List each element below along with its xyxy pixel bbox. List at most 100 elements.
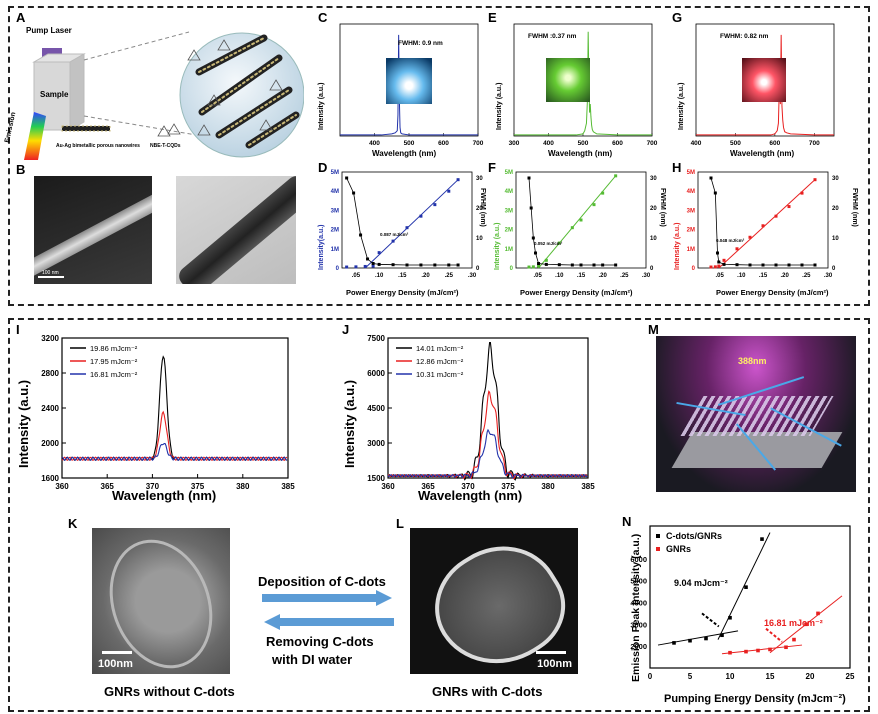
x-tick-label: 365 [101,482,115,491]
scalebar-b: 100 nm [42,270,59,276]
panel-a-schematic [24,31,304,160]
panel-letter-f: F [488,160,496,175]
intensity-point [544,258,548,262]
fwhm-line [346,177,459,266]
panel-letter-j: J [342,322,350,337]
x-tick-label: .10 [555,273,564,279]
panel-letter-l: L [396,516,404,531]
removing-label-2: with DI water [272,652,353,667]
fwhm-e-label: FWHM :0.37 nm [528,33,577,40]
x-tick-label: 370 [461,482,475,491]
x-tick-label: .10 [375,273,384,279]
n-annotation-1: 9.04 mJcm⁻² [674,578,728,588]
y-tick-label: 0 [692,266,696,272]
d-threshold: 0.087 mJ/cm² [380,232,409,237]
x-tick-label: 5 [688,672,693,681]
x-tick-label: 25 [846,672,855,681]
plot-frame [695,23,835,137]
plot-frame [697,171,829,269]
x-tick-label: .15 [759,273,768,279]
h-xlabel: Power Energy Density (mJ/cm²) [716,288,829,297]
y-tick-label: 2400 [41,404,59,413]
n-fit-red-low [721,644,803,655]
n-fit-red-high [769,595,843,654]
n-point-0 [744,585,748,589]
panel-letter-i: I [16,322,20,337]
y-tick-label: 0 [510,266,514,272]
x-tick-label: 380 [541,482,555,491]
y-tick-label: 2M [505,228,513,234]
n-point-1 [756,648,760,653]
intensity-point [527,265,531,269]
f-ylabel: Intensity (a.u.) [494,222,501,270]
legend-label-1: 12.86 mJcm⁻² [416,357,464,366]
fwhm-c-label: FWHM: 0.9 nm [398,40,443,47]
x-tick-label: .05 [715,273,724,279]
c-ylabel: Intensity (a.u.) [318,82,325,130]
removing-label-1: Removing C-dots [266,634,374,649]
y-tick-label: 6000 [367,369,385,378]
x-tick-label: 15 [766,672,775,681]
n-arrow-black [701,612,720,628]
x-tick-label: 600 [769,140,780,147]
x-tick-label: 375 [191,482,205,491]
x-tick-label: .30 [824,273,833,279]
sem-image-nanowire: 100 nm [34,176,152,284]
y-tick-label: 3M [505,208,513,214]
n-point-1 [768,647,772,652]
n-fit-black-high [717,532,771,640]
chart-j-spectra: 360 365 370 375 380 385 1500 3000 4500 6000 7500 14… [367,334,595,491]
fwhm-point [614,263,618,267]
y-tick-label: 0 [336,266,340,272]
y-tick-label: 1M [687,247,695,253]
n-fit-black-low [657,630,739,646]
x-tick-label: .05 [533,273,542,279]
panel-letter-e: E [488,10,497,25]
e-xlabel: Wavelength (nm) [548,149,613,158]
intensity-point [601,191,605,195]
x-tick-label: 385 [281,482,295,491]
x-tick-label: .30 [642,273,651,279]
n-legend-swatch-1 [656,547,660,551]
n-point-0 [720,633,724,638]
x-tick-label: 700 [473,140,484,147]
n-arrow-red [765,627,783,643]
x-tick-label: .20 [421,273,430,279]
x-tick-label: .15 [577,273,586,279]
f-xlabel: Power Energy Density (mJ/cm²) [520,288,633,297]
y-tick-label: 4M [331,189,339,195]
d-y2label: FWHM (nm) [479,188,486,227]
intensity-point [717,264,721,268]
y-tick-label: 1500 [367,474,385,483]
x-tick-label: .30 [468,273,477,279]
x-tick-label: .05 [352,273,361,279]
n-ylabel: Emission Peak Intensity (a.u.) [630,533,642,682]
legend-label-1: 17.95 mJcm⁻² [90,357,138,366]
x-tick-label: 700 [647,140,658,147]
x-tick-label: 600 [612,140,623,147]
cqds-label: NBE-T-CQDs [150,143,181,149]
x-tick-label: .25 [802,273,811,279]
fwhm-line [710,177,815,266]
arrows-graphic [262,590,394,630]
chart-i-spectra: 360 365 370 375 380 385 1600 2000 2400 2800 3200 19… [41,334,295,491]
x-tick-label: 400 [369,140,380,147]
y-tick-label: 3200 [41,334,59,343]
emission-arrow [24,112,46,160]
x-tick-label: 500 [730,140,741,147]
y2-tick-label: 0 [650,266,654,272]
bottom-dashed-frame [8,318,870,712]
intensity-point [614,174,618,178]
y-tick-label: 2M [331,228,339,234]
intensity-point [537,264,541,268]
fwhm-line [528,177,616,266]
laser-array-illustration: 388nm [656,336,856,492]
legend-label-2: 16.81 mJcm⁻² [90,370,138,379]
cqd-icon [157,123,181,137]
intensity-point [735,247,739,251]
y-tick-label: 5M [331,170,339,176]
intensity-point [713,265,717,269]
intensity-point [447,189,451,193]
